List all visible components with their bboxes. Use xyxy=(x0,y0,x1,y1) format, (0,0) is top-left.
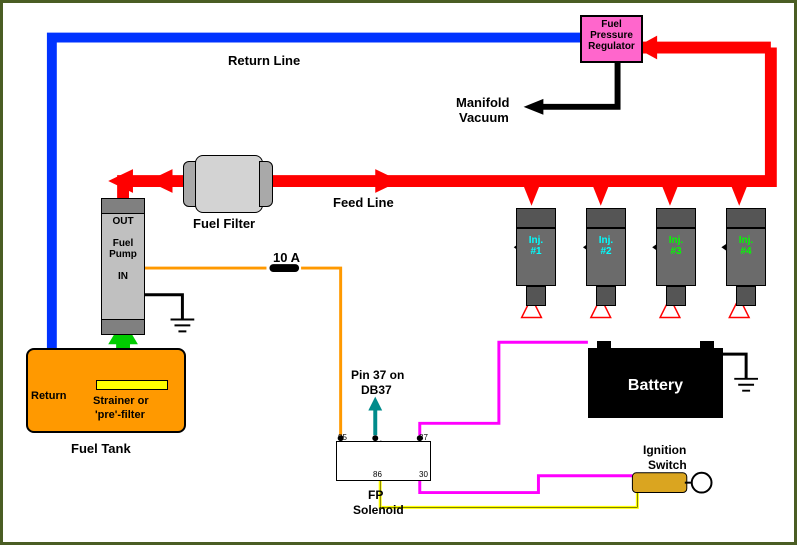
feed-line-label: Feed Line xyxy=(333,195,394,210)
fp-solenoid-label-2: Solenoid xyxy=(353,503,404,517)
return-label: Return xyxy=(31,390,66,402)
strainer-label-1: Strainer or xyxy=(93,395,149,407)
relay-86: 86 xyxy=(373,470,382,479)
fp-solenoid-label-1: FP xyxy=(368,488,383,502)
battery: Battery xyxy=(588,348,723,418)
pump-in: IN xyxy=(118,271,128,282)
fuel-filter xyxy=(183,155,273,211)
inj3-num: #3 xyxy=(670,246,681,257)
regulator-label-3: Regulator xyxy=(588,41,635,52)
regulator-label-2: Pressure xyxy=(590,30,633,41)
ignition-label-1: Ignition xyxy=(643,443,686,457)
relay-30: 30 xyxy=(419,470,428,479)
regulator-label-1: Fuel xyxy=(601,19,622,30)
battery-label: Battery xyxy=(589,349,722,395)
injector-1: Inj. #1 xyxy=(516,208,556,298)
return-line-label: Return Line xyxy=(228,53,300,68)
inj4-label: Inj. xyxy=(739,235,753,246)
inj2-num: #2 xyxy=(600,246,611,257)
injector-3: Inj. #3 xyxy=(656,208,696,298)
fp-solenoid-relay xyxy=(336,441,431,481)
manifold-label-2: Vacuum xyxy=(459,110,509,125)
fuel-system-diagram: Fuel Pressure Regulator Return Strainer … xyxy=(0,0,797,545)
pump-out: OUT xyxy=(112,216,133,227)
relay-87: 87 xyxy=(419,433,428,442)
fuse-label: 10 A xyxy=(273,250,300,265)
pin37-label-a: Pin 37 on xyxy=(351,368,404,382)
inj1-num: #1 xyxy=(530,246,541,257)
pin37-label-b: DB37 xyxy=(361,383,392,397)
inj3-label: Inj. xyxy=(669,235,683,246)
fuel-pressure-regulator: Fuel Pressure Regulator xyxy=(580,15,643,63)
strainer xyxy=(96,380,168,390)
fuel-filter-label: Fuel Filter xyxy=(193,216,255,231)
manifold-label-1: Manifold xyxy=(456,95,509,110)
inj1-label: Inj. xyxy=(529,235,543,246)
ignition-label-2: Switch xyxy=(648,458,687,472)
fuel-pump: OUT Fuel Pump IN xyxy=(101,198,145,331)
relay-85: 85 xyxy=(338,433,347,442)
injector-2: Inj. #2 xyxy=(586,208,626,298)
inj4-num: #4 xyxy=(740,246,751,257)
pump-mid1: Fuel xyxy=(113,238,134,249)
strainer-label-2: 'pre'-filter xyxy=(95,409,145,421)
fuel-tank-label: Fuel Tank xyxy=(71,441,131,456)
inj2-label: Inj. xyxy=(599,235,613,246)
injector-4: Inj. #4 xyxy=(726,208,766,298)
pump-mid2: Pump xyxy=(109,249,137,260)
